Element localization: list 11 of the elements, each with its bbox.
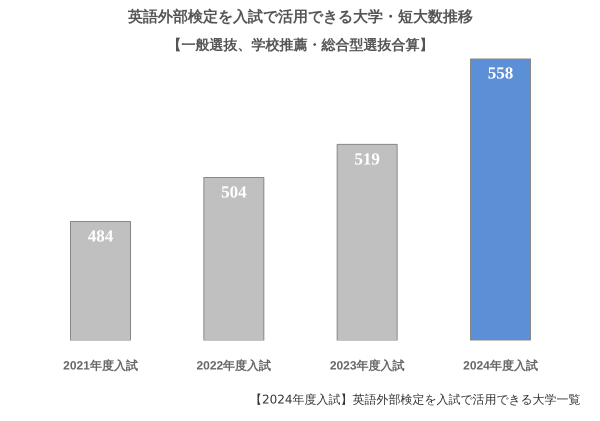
x-tick-label: 2024年度入試 [463, 358, 538, 372]
text: 【2024年度入試】英語外部検定を入試で活用できる大学一覧 [250, 392, 581, 406]
x-tick-label: 2023年度入試 [330, 358, 405, 372]
data-label: 519 [354, 149, 380, 168]
x-tick-label: 2021年度入試 [63, 358, 138, 372]
chart-subtitle: 【一般選抜、学校推薦・総合型選抜合算】 [168, 38, 434, 54]
x-tick-label: 2022年度入試 [196, 358, 272, 372]
data-label: 558 [488, 64, 514, 82]
data-label: 484 [88, 226, 114, 246]
data-label: 504 [221, 182, 248, 202]
chart-title: 英語外部検定を入試で活用できる大学・短大数推移 [127, 8, 473, 26]
